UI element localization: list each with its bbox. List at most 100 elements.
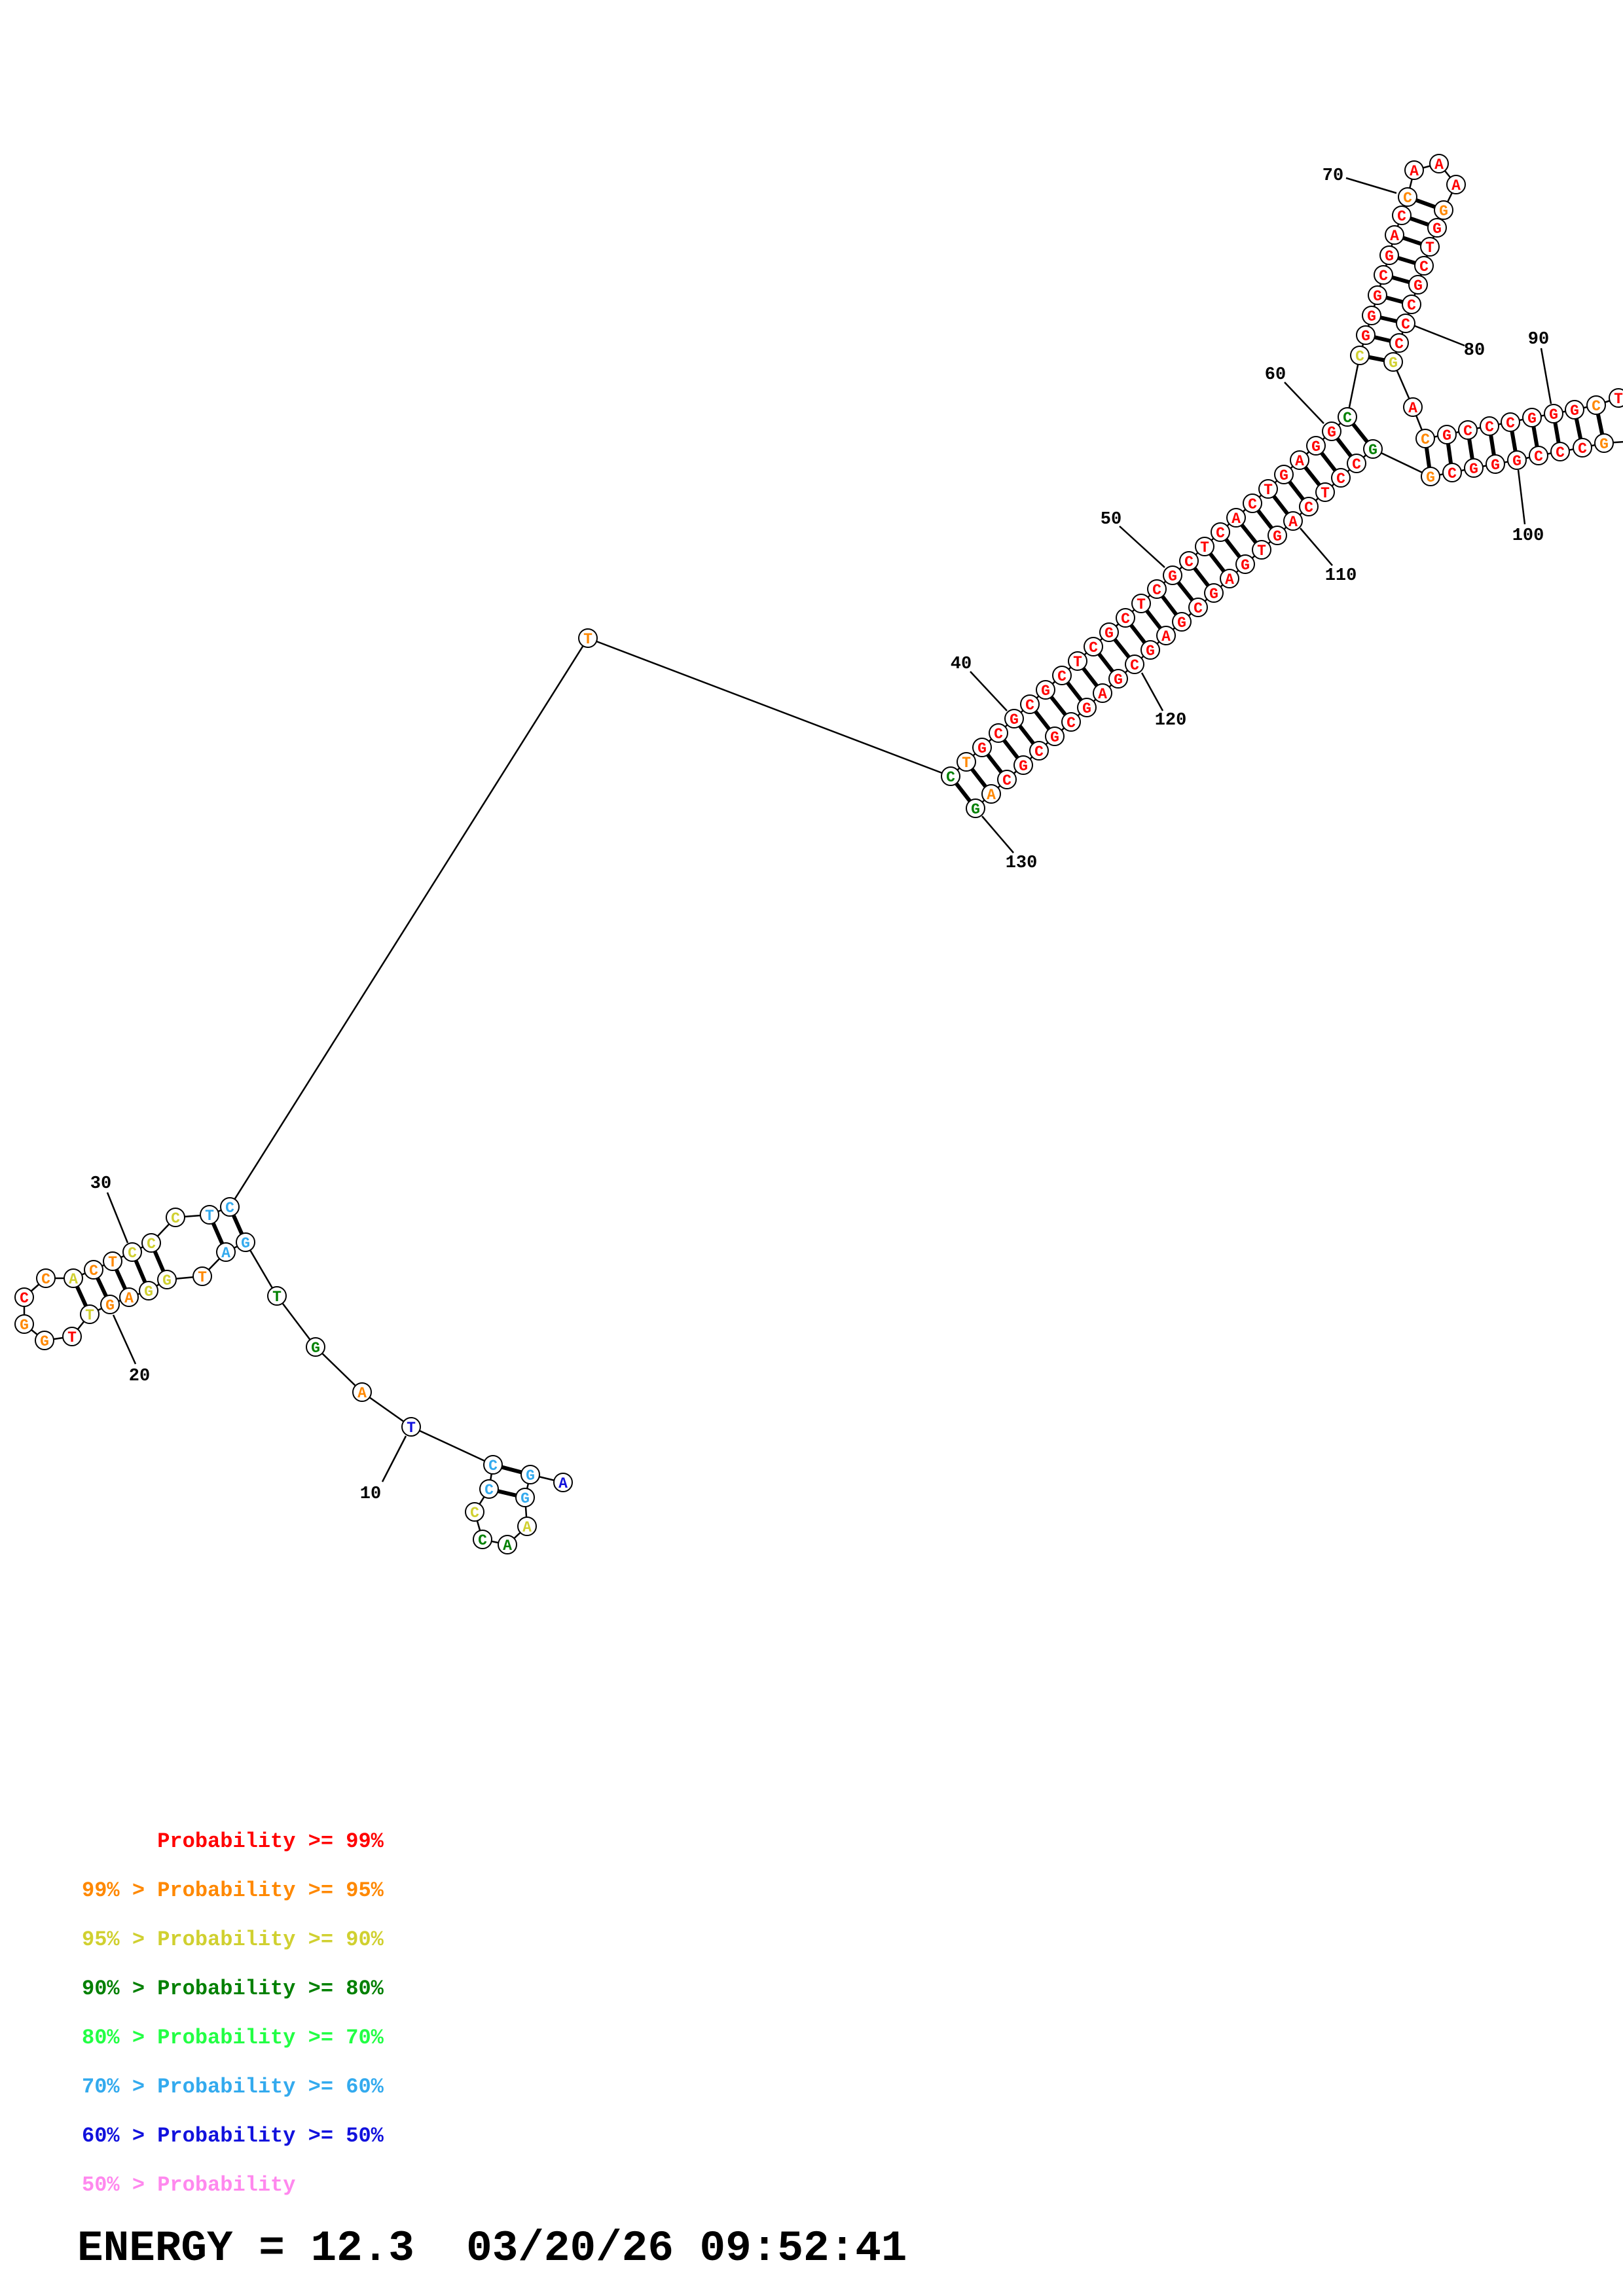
nucleotide-base-49: C	[1152, 582, 1161, 599]
legend-row-3: 90% > Probability >= 80%	[82, 1977, 384, 2001]
nucleotide-circle-76	[1420, 237, 1440, 257]
label-leader-line	[106, 1192, 129, 1244]
nucleotide-base-20: G	[105, 1297, 115, 1314]
position-label-110: 110	[1325, 566, 1357, 586]
nucleotide-circle-89	[1522, 408, 1542, 427]
nucleotide-circle-114	[1220, 569, 1239, 588]
nucleotide-base-68: A	[1390, 228, 1399, 245]
nucleotide-base-64: G	[1367, 308, 1376, 325]
label-leader-line	[1414, 325, 1465, 347]
nucleotide-base-116: C	[1194, 600, 1203, 617]
probability-legend: Probability >= 99% 99% > Probability >= 9…	[82, 1817, 384, 2210]
nucleotide-circle-80	[1396, 314, 1415, 333]
legend-row-6: 60% > Probability >= 50%	[82, 2124, 384, 2148]
position-label-80: 80	[1464, 341, 1485, 361]
nucleotide-base-14: G	[241, 1235, 250, 1252]
nucleotide-base-25: C	[20, 1290, 29, 1307]
nucleotide-circle-28	[84, 1260, 103, 1280]
nucleotide-circle-40	[1004, 709, 1024, 728]
label-leader-line	[1284, 382, 1324, 424]
nucleotide-circle-17	[157, 1270, 177, 1289]
nucleotide-base-17: G	[162, 1272, 172, 1289]
nucleotide-circle-53	[1211, 522, 1230, 542]
nucleotide-circle-100	[1507, 450, 1527, 470]
nucleotide-circle-110	[1283, 511, 1303, 531]
nucleotide-circle-109	[1299, 497, 1319, 516]
nucleotide-circle-82	[1383, 352, 1403, 372]
nucleotide-base-118: A	[1161, 628, 1171, 645]
nucleotide-circle-72	[1429, 154, 1449, 173]
nucleotide-circle-85	[1437, 425, 1457, 444]
nucleotide-base-85: G	[1442, 427, 1451, 444]
nucleotide-base-65: G	[1373, 288, 1382, 305]
nucleotide-circle-103	[1442, 463, 1462, 482]
position-label-120: 120	[1155, 711, 1187, 730]
nucleotide-base-38: G	[977, 740, 987, 757]
nucleotide-circle-50	[1163, 565, 1182, 585]
nucleotide-circle-90	[1544, 404, 1563, 423]
nucleotide-circle-57	[1274, 465, 1294, 484]
position-label-60: 60	[1265, 365, 1286, 385]
nucleotide-base-104: G	[1426, 469, 1435, 486]
nucleotide-circle-130	[966, 798, 985, 818]
nucleotide-circle-68	[1385, 225, 1404, 245]
nucleotide-circle-26	[36, 1268, 56, 1288]
nucleotide-base-4: A	[522, 1519, 532, 1536]
nucleotide-base-74: G	[1439, 203, 1448, 220]
nucleotide-circle-102	[1464, 458, 1484, 478]
nucleotide-base-89: G	[1527, 410, 1537, 427]
nucleotide-circle-35	[578, 628, 598, 648]
nucleotide-base-110: A	[1288, 514, 1298, 531]
nucleotide-base-3: G	[520, 1490, 530, 1507]
nucleotide-circle-105	[1363, 439, 1383, 459]
nucleotide-circle-44	[1068, 651, 1087, 671]
nucleotide-circle-34	[220, 1197, 240, 1217]
legend-row-5: 70% > Probability >= 60%	[82, 2075, 384, 2099]
nucleotide-base-46: G	[1104, 625, 1114, 642]
nucleotide-base-6: C	[478, 1532, 487, 1549]
nucleotide-circle-87	[1480, 416, 1499, 436]
nucleotide-base-100: G	[1512, 453, 1522, 470]
nucleotide-circle-91	[1565, 400, 1584, 420]
nucleotide-circle-10	[401, 1417, 421, 1437]
nucleotide-base-16: T	[198, 1269, 207, 1286]
nucleotide-circle-33	[200, 1205, 219, 1225]
nucleotide-circle-119	[1140, 640, 1160, 660]
nucleotide-base-52: T	[1200, 539, 1209, 556]
nucleotide-circle-46	[1099, 622, 1119, 642]
nucleotide-circle-66	[1374, 265, 1393, 285]
legend-row-4: 80% > Probability >= 70%	[82, 2026, 384, 2050]
nucleotide-circle-117	[1172, 612, 1192, 632]
nucleotide-circle-93	[1609, 388, 1623, 408]
nucleotide-base-97: C	[1578, 440, 1587, 457]
nucleotide-circle-4	[517, 1516, 537, 1536]
nucleotide-base-21: T	[85, 1307, 94, 1324]
nucleotide-base-11: A	[357, 1385, 367, 1402]
nucleotide-circle-123	[1077, 698, 1097, 717]
nucleotide-circle-21	[80, 1304, 100, 1324]
nucleotide-base-57: G	[1279, 467, 1288, 484]
nucleotide-base-111: G	[1273, 528, 1282, 545]
label-leader-line	[970, 671, 1008, 711]
nucleotide-circle-45	[1084, 637, 1103, 656]
nucleotide-circle-15	[216, 1242, 236, 1262]
nucleotide-base-44: T	[1073, 654, 1082, 671]
nucleotide-base-12: G	[311, 1340, 320, 1357]
nucleotide-base-70: C	[1403, 190, 1412, 207]
nucleotide-circle-83	[1403, 397, 1423, 417]
nucleotide-circle-69	[1392, 206, 1412, 225]
nucleotide-circle-9	[483, 1455, 503, 1475]
nucleotide-circle-67	[1379, 245, 1399, 265]
nucleotide-base-59: G	[1311, 439, 1321, 456]
nucleotide-base-72: A	[1434, 156, 1444, 173]
position-label-50: 50	[1101, 510, 1122, 529]
nucleotide-base-32: C	[171, 1210, 180, 1227]
nucleotide-base-90: G	[1549, 406, 1558, 423]
nucleotide-base-113: G	[1241, 557, 1250, 574]
nucleotide-base-75: G	[1432, 221, 1442, 238]
nucleotide-base-58: A	[1295, 453, 1304, 470]
nucleotide-base-15: A	[221, 1245, 230, 1262]
nucleotide-base-54: A	[1231, 511, 1241, 528]
nucleotide-base-39: C	[994, 726, 1003, 743]
nucleotide-circle-64	[1362, 306, 1381, 325]
